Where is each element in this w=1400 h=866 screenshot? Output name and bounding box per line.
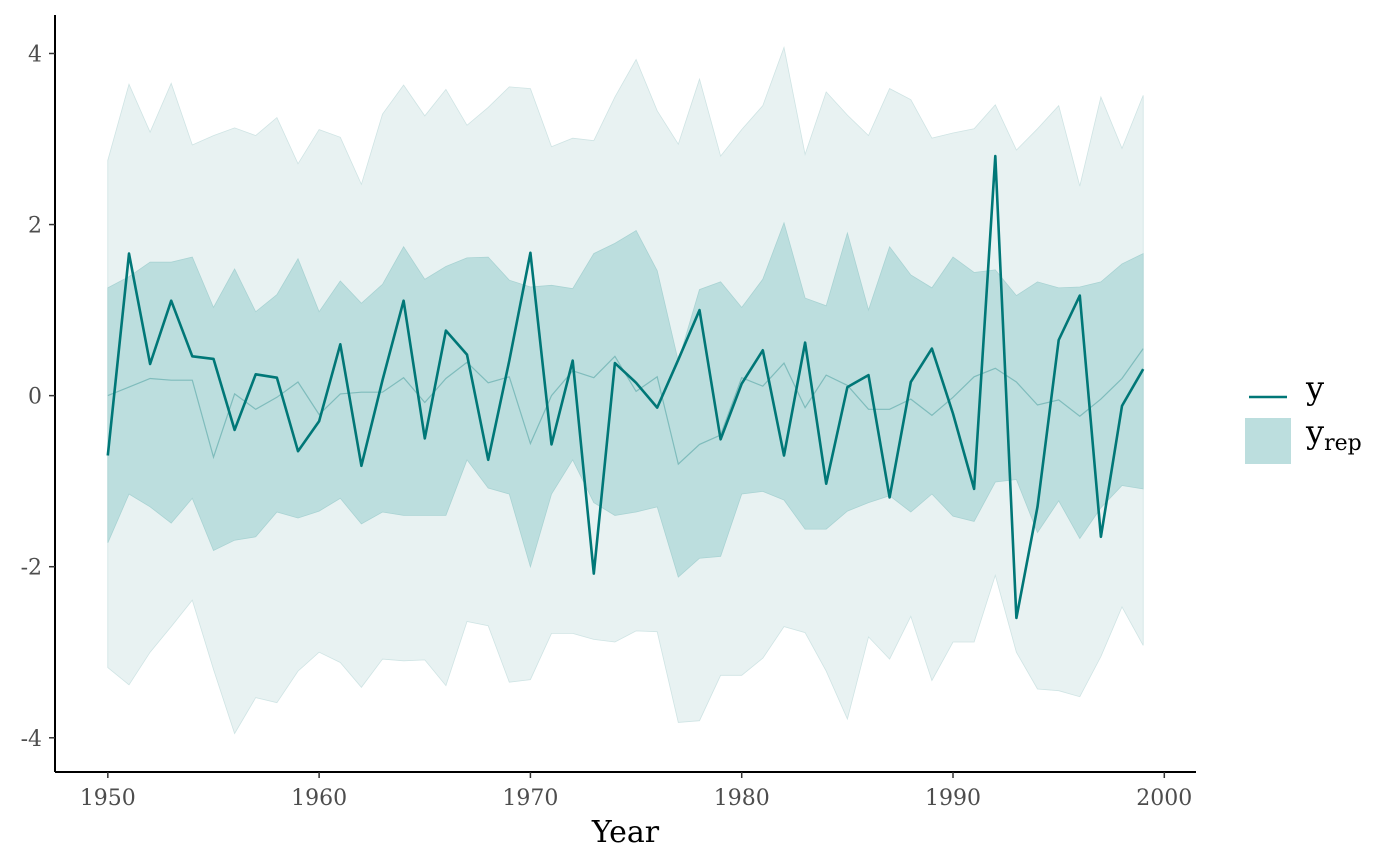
x-tick-label: 1990 [925,786,981,811]
x-axis-title: Year [591,815,660,850]
x-tick-label: 1970 [502,786,558,811]
y-observed-line [106,154,1145,620]
y-tick-label: -4 [21,727,42,752]
legend-yrep-label: yrep [1305,413,1362,456]
x-tick-label: 2000 [1136,786,1192,811]
legend-yrep-sub: rep [1324,431,1362,456]
legend-yrep-key [1245,418,1291,464]
y-tick-label: 0 [28,385,42,410]
legend: y yrep [1245,369,1362,464]
y-tick-label: -2 [21,556,42,581]
y-tick-label: 2 [28,214,42,239]
legend-y-label: y [1305,369,1324,407]
x-tick-label: 1980 [714,786,770,811]
plot-area [106,46,1145,735]
y-axis-ticks: 4 2 0 -2 -4 [21,42,55,752]
axes: 4 2 0 -2 -4 1950 1960 1970 1980 1990 2000 Year [21,15,1196,850]
yrep-inner-interval-band [107,221,1144,578]
y-tick-label: 4 [28,42,42,67]
x-tick-label: 1950 [80,786,136,811]
x-tick-label: 1960 [291,786,347,811]
x-axis-ticks: 1950 1960 1970 1980 1990 2000 [80,772,1192,811]
legend-yrep-base: y [1305,413,1324,451]
